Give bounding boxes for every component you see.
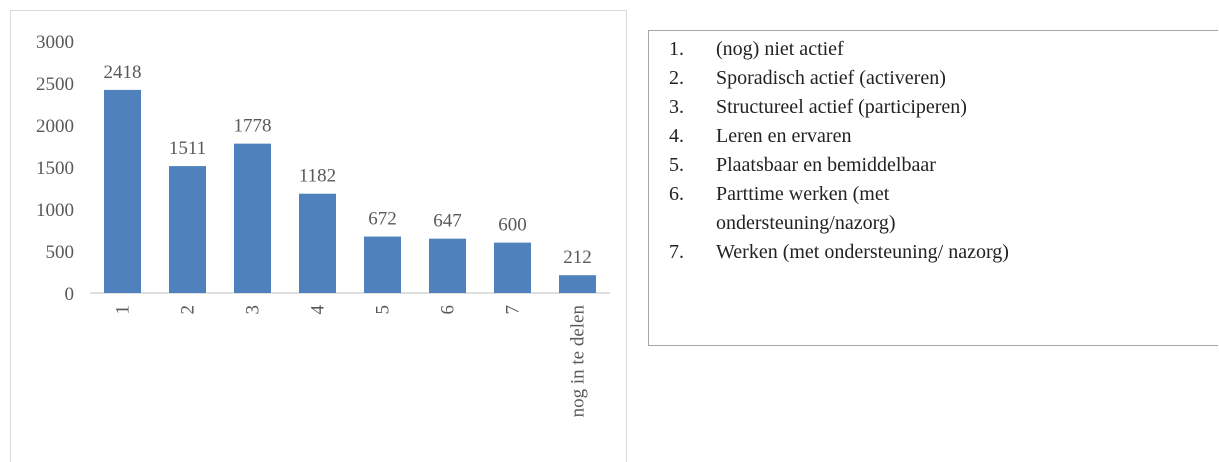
list-marker: 6. [669, 183, 684, 205]
x-tick-label: 7 [503, 305, 524, 315]
list-item: 6. Parttime werken (met ondersteuning/nazo… [649, 180, 1218, 238]
value-label: 647 [433, 211, 462, 232]
list-text: Structureel actief (participeren) [716, 93, 967, 122]
x-tick-label: 5 [373, 305, 394, 315]
y-tick-label: 1500 [36, 158, 74, 179]
value-label: 212 [563, 247, 592, 268]
value-label: 1511 [169, 138, 206, 159]
list-text: Werken (met ondersteuning/ nazorg) [716, 238, 1009, 267]
list-marker: 3. [669, 96, 684, 118]
list-marker: 2. [669, 67, 684, 89]
list-text: (nog) niet actief [716, 35, 844, 64]
list-item: 2. Sporadisch actief (activeren) [649, 64, 1218, 93]
list-text: Plaatsbaar en bemiddelbaar [716, 151, 936, 180]
bar [104, 89, 141, 293]
list-marker: 4. [669, 125, 684, 147]
bar [299, 193, 336, 293]
list-item: 4. Leren en ervaren [649, 122, 1218, 151]
list-text: Leren en ervaren [716, 122, 851, 151]
bar [559, 275, 596, 293]
y-tick-label: 2500 [36, 74, 74, 95]
chart-border [10, 10, 627, 462]
list-line: ondersteuning/nazorg) [716, 212, 896, 234]
bar [169, 166, 206, 293]
y-tick-label: 1000 [36, 200, 74, 221]
list-line: Sporadisch actief (activeren) [716, 67, 946, 89]
value-label: 1182 [299, 166, 336, 187]
value-label: 2418 [104, 62, 142, 83]
list-item: 5. Plaatsbaar en bemiddelbaar [649, 151, 1218, 180]
value-label: 672 [368, 209, 397, 230]
x-tick-label: 3 [243, 305, 264, 315]
y-tick-label: 500 [46, 242, 75, 263]
list-marker: 7. [669, 241, 684, 263]
list-line: Structureel actief (participeren) [716, 96, 967, 118]
list-line: Leren en ervaren [716, 125, 852, 147]
list-item: 7. Werken (met ondersteuning/ nazorg) [649, 238, 1218, 267]
value-label: 600 [498, 215, 527, 236]
bar [234, 143, 271, 293]
x-tick-label: nog in te delen [568, 305, 589, 418]
x-tick-label: 6 [438, 305, 459, 315]
y-tick-label: 2000 [36, 116, 74, 137]
list-marker: 5. [669, 154, 684, 176]
list-marker: 1. [669, 38, 684, 60]
legend-list: 1. (nog) niet actief 2. Sporadisch actief (… [648, 30, 1218, 346]
list-item: 3. Structureel actief (participeren) [649, 93, 1218, 122]
list-line: Parttime werken (met [716, 183, 890, 205]
bar [364, 236, 401, 293]
y-tick-label: 0 [65, 284, 75, 305]
x-tick-label: 1 [113, 305, 134, 315]
list-item: 1. (nog) niet actief [649, 35, 1218, 64]
bar [494, 242, 531, 293]
list-text: Parttime werken (met ondersteuning/nazorg… [716, 180, 896, 238]
x-tick-label: 2 [178, 305, 199, 315]
y-tick-label: 3000 [36, 32, 74, 53]
list-line: (nog) niet actief [716, 38, 844, 60]
value-label: 1778 [234, 116, 272, 137]
list-text: Sporadisch actief (activeren) [716, 64, 946, 93]
x-tick-label: 4 [308, 305, 329, 315]
list-line: Plaatsbaar en bemiddelbaar [716, 154, 936, 176]
list-line: Werken (met ondersteuning/ nazorg) [716, 241, 1009, 263]
bar [429, 238, 466, 293]
